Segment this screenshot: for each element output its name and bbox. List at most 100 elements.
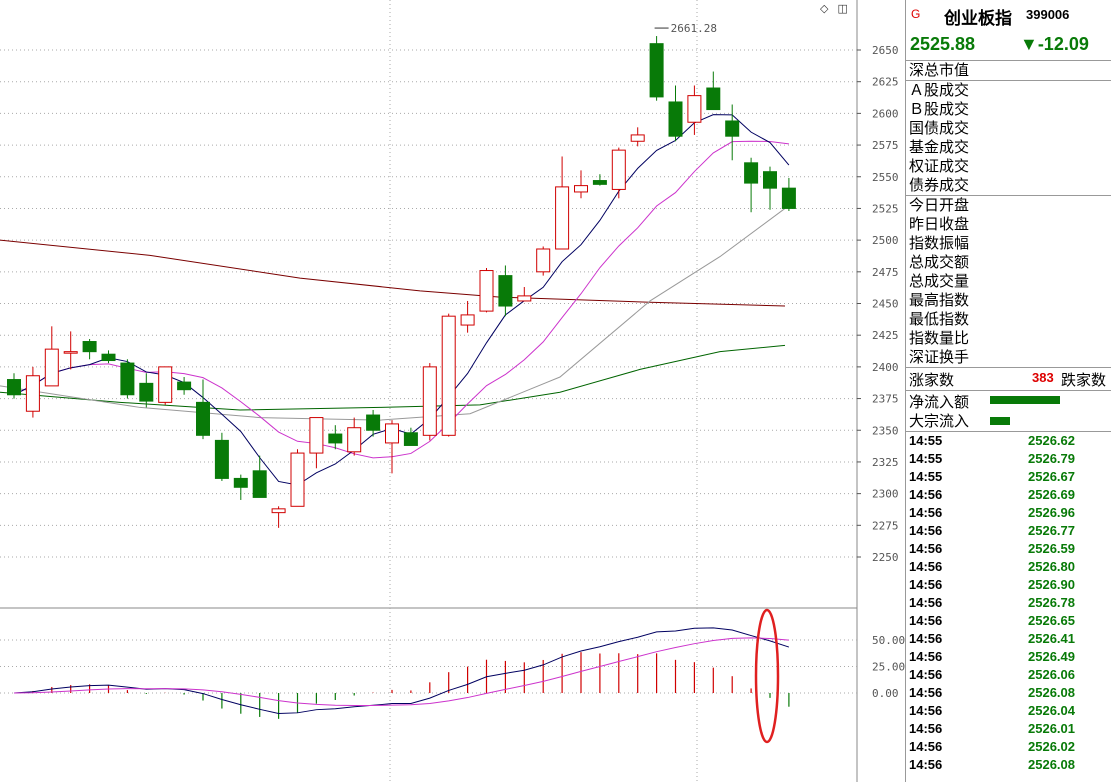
candle-up	[574, 185, 588, 193]
flow-section: 净流入额 大宗流入	[906, 391, 1111, 432]
candle-up	[630, 134, 645, 142]
axis-tick-label: 2525	[872, 202, 899, 215]
candle-down	[403, 432, 418, 446]
diamond-icon[interactable]: ◇	[820, 3, 829, 15]
tick-price: 2526.41	[1028, 631, 1075, 646]
tick-time: 14:56	[909, 667, 943, 682]
tick-price: 2526.62	[1028, 433, 1075, 448]
candle-down	[725, 120, 740, 137]
flow-bar	[990, 396, 1060, 404]
axis-tick-label: 2425	[872, 329, 899, 342]
tick-row: 14:56 2526.02	[906, 738, 1111, 756]
panel-toggle-icon[interactable]: ◫	[837, 3, 848, 15]
info-label: 权证成交	[909, 158, 970, 175]
candle-up	[536, 248, 551, 273]
tick-price: 2526.77	[1028, 523, 1075, 538]
tick-row: 14:56 2526.08	[906, 684, 1111, 702]
tick-time: 14:56	[909, 613, 943, 628]
macd-tick-label: 50.00	[872, 634, 905, 647]
axis-tick-label: 2275	[872, 519, 899, 532]
candle-down	[7, 379, 21, 396]
info-label: 债券成交	[909, 177, 970, 194]
index-code: 399006	[1026, 7, 1070, 22]
tick-row: 14:56 2526.69	[906, 486, 1111, 504]
tick-time: 14:56	[909, 757, 943, 772]
candle-up	[158, 366, 173, 403]
axis-tick-label: 2350	[872, 424, 899, 437]
tick-row: 14:56 2526.41	[906, 630, 1111, 648]
ma-line-20	[0, 208, 786, 421]
tick-time: 14:56	[909, 595, 943, 610]
info-label: 总成交额	[909, 254, 970, 271]
flow-row: 大宗流入	[906, 410, 1111, 430]
info-label: 总成交量	[909, 273, 970, 290]
axis-tick-label: 2575	[872, 139, 899, 152]
tick-list[interactable]: 14:55 2526.62 14:55 2526.79 14:55 2526.67 14:5…	[906, 432, 1111, 774]
candle-down	[233, 477, 248, 488]
info-label: 基金成交	[909, 139, 970, 156]
candle-up	[44, 348, 59, 387]
candle-down	[366, 414, 381, 431]
tick-price: 2526.08	[1028, 685, 1075, 700]
candle-up	[555, 186, 570, 250]
candle-up	[687, 95, 702, 123]
tick-price: 2526.79	[1028, 451, 1075, 466]
flow-bar	[990, 417, 1011, 425]
axis-tick-label: 2475	[872, 266, 899, 279]
axis-tick-label: 2625	[872, 76, 899, 89]
macd-dea-line	[13, 637, 789, 707]
tick-row: 14:56 2526.80	[906, 558, 1111, 576]
info-label: 最低指数	[909, 311, 970, 328]
candle-down	[82, 341, 97, 353]
tick-row: 14:56 2526.06	[906, 666, 1111, 684]
info-label: 深证换手	[909, 349, 970, 366]
candle-down	[214, 439, 229, 479]
tick-time: 14:56	[909, 577, 943, 592]
tick-row: 14:56 2526.65	[906, 612, 1111, 630]
candle-up	[271, 508, 286, 514]
candle-up	[63, 351, 78, 354]
ma-line-10	[13, 140, 789, 459]
index-stats-section: 今日开盘 昨日收盘 指数振幅 总成交额 总成交量 最高指数 最低指数 指数量比 深证换手	[906, 196, 1111, 368]
flow-label: 净流入额	[909, 394, 970, 411]
candle-down	[328, 433, 343, 444]
info-label: 深总市值	[909, 62, 970, 79]
tick-row: 14:56 2526.59	[906, 540, 1111, 558]
tick-row: 14:56 2526.77	[906, 522, 1111, 540]
candle-up	[290, 452, 305, 507]
candle-down	[139, 382, 154, 402]
tick-row: 14:55 2526.67	[906, 468, 1111, 486]
tick-row: 14:56 2526.49	[906, 648, 1111, 666]
tick-time: 14:56	[909, 541, 943, 556]
info-label: 今日开盘	[909, 197, 970, 214]
info-label: 国债成交	[909, 120, 970, 137]
candle-up	[347, 427, 362, 453]
candle-down	[101, 353, 116, 362]
ma-line-long	[0, 239, 786, 307]
kline-chart[interactable]: 2650 2625 2600 2575 2550 2525 2500 2475 2450 2425…	[0, 0, 905, 782]
candle-up	[309, 417, 324, 454]
candle-down	[120, 362, 135, 396]
candle-down	[252, 470, 267, 498]
tick-row: 14:56 2526.08	[906, 756, 1111, 774]
info-label: Ｂ股成交	[909, 101, 970, 118]
candle-down	[744, 162, 759, 184]
tick-price: 2526.69	[1028, 487, 1075, 502]
tick-time: 14:56	[909, 505, 943, 520]
tick-price: 2526.80	[1028, 559, 1075, 574]
candle-up	[441, 315, 456, 436]
candle-up	[460, 314, 475, 326]
tick-price: 2526.08	[1028, 757, 1075, 772]
candle-down	[763, 171, 777, 189]
quote-sidebar: G 创业板指 399006 2525.88 ▼-12.09 深总市值 Ａ股成交 Ｂ…	[905, 0, 1111, 782]
tick-time: 14:56	[909, 739, 943, 754]
axis-tick-label: 2650	[872, 44, 899, 57]
tick-time: 14:56	[909, 523, 943, 538]
candle-up	[517, 295, 532, 302]
high-annotation-text: 2661.28	[671, 22, 717, 35]
ma-line-5	[13, 114, 790, 486]
axis-tick-label: 2400	[872, 361, 899, 374]
tick-row: 14:56 2526.78	[906, 594, 1111, 612]
tick-price: 2526.01	[1028, 721, 1075, 736]
panel-icons: ◇ ◫	[820, 2, 848, 15]
